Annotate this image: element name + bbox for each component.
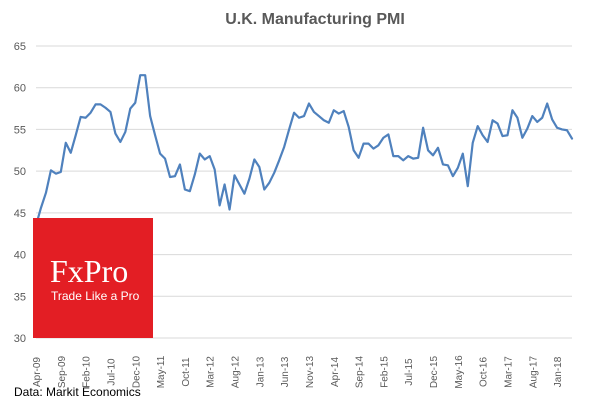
x-tick-label: Jun-13 bbox=[280, 356, 291, 387]
x-tick-label: Feb-10 bbox=[82, 356, 93, 388]
x-tick-label: May-11 bbox=[156, 355, 167, 388]
x-tick-label: May-16 bbox=[454, 355, 465, 389]
x-tick-label: Dec-10 bbox=[131, 355, 142, 388]
y-tick-label: 65 bbox=[14, 41, 26, 53]
x-tick-label: Feb-15 bbox=[379, 356, 390, 388]
x-tick-label: Dec-15 bbox=[429, 355, 440, 388]
fxpro-logo: FxPro Trade Like a Pro bbox=[33, 218, 153, 338]
x-tick-label: Apr-09 bbox=[32, 357, 43, 387]
y-tick-label: 55 bbox=[14, 124, 26, 136]
x-tick-label: Sep-09 bbox=[57, 355, 68, 388]
y-tick-label: 30 bbox=[14, 333, 26, 345]
x-tick-label: Nov-13 bbox=[305, 355, 316, 388]
series-group bbox=[34, 74, 574, 227]
y-tick-label: 40 bbox=[14, 250, 26, 262]
logo-brand-text: FxPro bbox=[50, 253, 128, 289]
x-tick-label: Jul-15 bbox=[404, 358, 415, 386]
pmi-series-line bbox=[34, 74, 574, 227]
x-tick-label: Oct-11 bbox=[181, 357, 192, 387]
logo-tagline-text: Trade Like a Pro bbox=[51, 289, 140, 303]
x-tick-label: Apr-14 bbox=[330, 357, 341, 387]
x-tick-label: Aug-12 bbox=[231, 355, 242, 388]
x-tick-label: Jan-13 bbox=[255, 356, 266, 387]
y-tick-label: 50 bbox=[14, 166, 26, 178]
y-tick-label: 45 bbox=[14, 208, 26, 220]
x-tick-label: Oct-16 bbox=[479, 357, 490, 387]
x-axis-ticks: Apr-09 Sep-09 Feb-10 Jul-10 Dec-10 May-11 Oct-… bbox=[32, 355, 564, 389]
x-tick-label: Mar-17 bbox=[503, 356, 514, 388]
y-tick-label: 60 bbox=[14, 83, 26, 95]
chart-title: U.K. Manufacturing PMI bbox=[225, 11, 405, 28]
y-tick-label: 35 bbox=[14, 291, 26, 303]
x-tick-label: Sep-14 bbox=[355, 355, 366, 388]
x-tick-label: Aug-17 bbox=[528, 355, 539, 388]
y-axis-ticks: 30 35 40 45 50 55 60 65 bbox=[14, 41, 26, 345]
source-note: Data: Markit Economics bbox=[14, 385, 141, 399]
logo-background bbox=[33, 218, 153, 338]
x-tick-label: Jul-10 bbox=[106, 358, 117, 386]
x-tick-label: Mar-12 bbox=[206, 356, 217, 388]
x-tick-label: Jan-18 bbox=[553, 356, 564, 387]
